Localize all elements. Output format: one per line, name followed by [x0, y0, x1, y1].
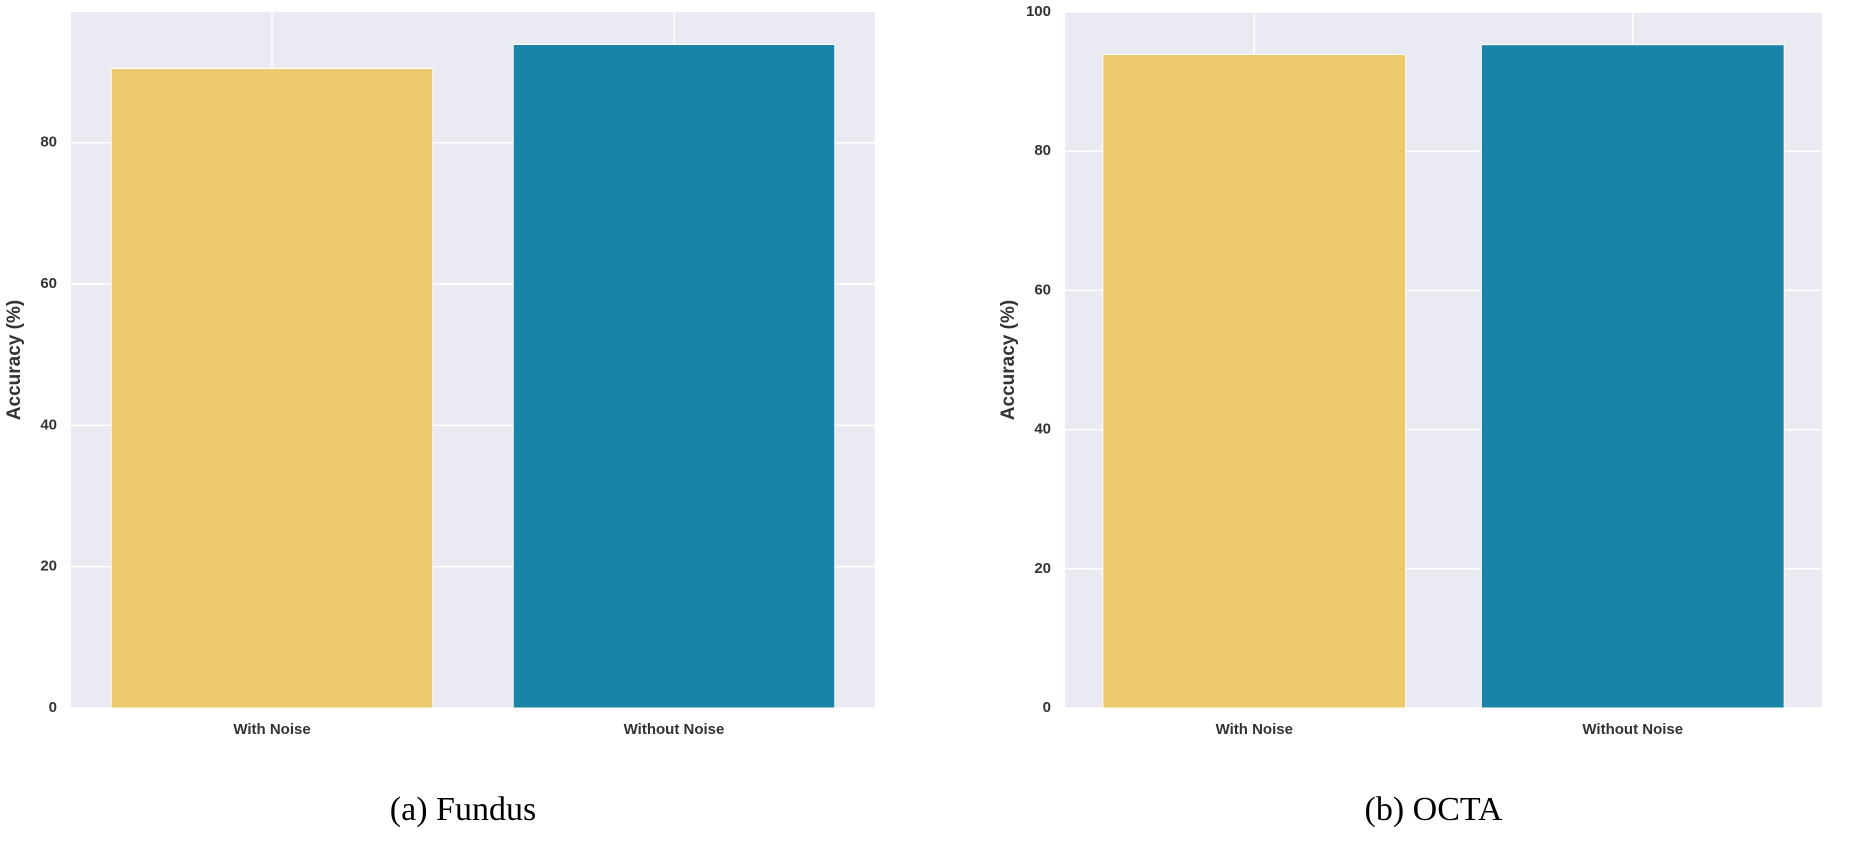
y-tick-label: 80: [40, 134, 57, 151]
y-axis-label: Accuracy (%): [4, 300, 25, 420]
y-tick-label: 40: [1034, 421, 1051, 438]
x-tick-label: With Noise: [1216, 721, 1293, 738]
y-tick-label: 80: [1034, 142, 1051, 159]
x-tick-label: With Noise: [233, 721, 310, 738]
x-tick-label: Without Noise: [624, 721, 725, 738]
y-tick-label: 60: [40, 275, 57, 292]
bar: [512, 44, 836, 709]
y-tick-label: 40: [40, 416, 57, 433]
y-axis-label: Accuracy (%): [998, 300, 1019, 420]
y-tick-label: 100: [1026, 3, 1051, 20]
bar: [1102, 53, 1407, 709]
caption: (a) Fundus: [390, 791, 536, 828]
x-tick-label: Without Noise: [1582, 721, 1683, 738]
y-tick-label: 0: [1043, 699, 1051, 716]
y-tick-label: 0: [49, 699, 57, 716]
bar: [110, 68, 434, 709]
caption: (b) OCTA: [1365, 791, 1503, 828]
bar: [1480, 44, 1785, 709]
y-tick-label: 20: [1034, 560, 1051, 577]
y-tick-label: 20: [40, 558, 57, 575]
y-tick-label: 60: [1034, 281, 1051, 298]
